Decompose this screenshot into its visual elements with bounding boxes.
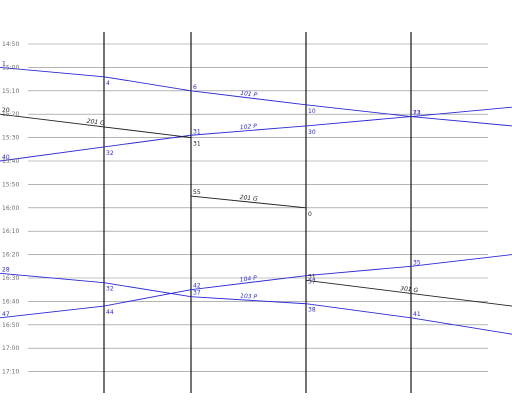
- minute-label: 30: [308, 129, 316, 136]
- minute-label: 6: [193, 84, 197, 91]
- minute-label: 55: [193, 189, 201, 196]
- minute-label: 38: [308, 307, 316, 314]
- minute-label: 41: [413, 311, 421, 318]
- minute-label: 37: [193, 290, 201, 297]
- minute-label: 1: [2, 60, 6, 67]
- time-label: 15:10: [2, 88, 19, 95]
- time-label: 16:40: [2, 298, 19, 305]
- time-label: 17:10: [2, 369, 19, 376]
- train-103P: 103 P283237384145495154: [0, 266, 512, 335]
- train-number-label: 301 G: [400, 285, 419, 294]
- minute-label: 4: [106, 80, 110, 87]
- minute-label: 32: [106, 286, 114, 293]
- time-label: 16:10: [2, 228, 19, 235]
- minute-label: 12: [413, 110, 421, 117]
- time-label: 15:40: [2, 158, 19, 165]
- train-101P: 101 P14610121617212225: [0, 60, 512, 127]
- minute-label: 44: [106, 309, 114, 316]
- minute-label: 20: [2, 107, 10, 114]
- minute-label: 35: [413, 259, 421, 266]
- train-paths: 101 P14610121617212225102 P4032313023242…: [0, 60, 512, 335]
- minute-label: 23: [413, 110, 421, 117]
- minute-label: 37: [308, 279, 316, 286]
- train-path: [0, 254, 512, 319]
- train-number-label: 101 P: [240, 90, 258, 99]
- train-201G-2: 201 G 55 0: [190, 189, 312, 218]
- time-label: 16:50: [2, 322, 19, 329]
- minute-label: 10: [308, 108, 316, 115]
- minute-label: 31: [193, 128, 201, 135]
- minute-label: 42: [193, 283, 201, 290]
- time-grid: [28, 43, 488, 372]
- train-path: [190, 195, 307, 209]
- time-label: 15:20: [2, 111, 19, 118]
- train-201G: 201 G 20 31: [0, 107, 201, 148]
- time-label: 14:50: [2, 41, 19, 48]
- minute-label: 32: [106, 150, 114, 157]
- time-label: 17:00: [2, 345, 19, 352]
- train-path: [0, 113, 192, 139]
- train-number-label: 102 P: [240, 123, 258, 131]
- time-label: 16:20: [2, 252, 19, 259]
- train-path: [0, 66, 512, 127]
- time-label: 16:00: [2, 205, 19, 212]
- minute-label: 31: [193, 141, 201, 148]
- time-label: 16:30: [2, 275, 19, 282]
- minute-label: 0: [308, 211, 312, 218]
- train-number-label: 201 G: [239, 194, 258, 203]
- minute-label: 40: [2, 154, 10, 161]
- minute-label: 47: [2, 311, 10, 318]
- train-path: [0, 106, 512, 162]
- train-number-label: 104 P: [239, 275, 257, 284]
- train-102P: 102 P4032313023242017: [0, 106, 512, 162]
- station-lines: [103, 32, 412, 393]
- train-104P: 104 P47444237353129252220: [0, 254, 512, 319]
- time-label: 15:30: [2, 135, 19, 142]
- train-path: [0, 272, 512, 335]
- time-label: 15:50: [2, 181, 19, 188]
- time-label: 15:00: [2, 64, 19, 71]
- train-301G: 301 G313342: [305, 273, 512, 307]
- train-path: [305, 279, 512, 307]
- time-labels: 14:50 15:00 15:10 15:20 15:30 15:40 15:50 16:00…: [2, 41, 19, 376]
- train-number-label: 201 G: [86, 118, 105, 127]
- minute-label: 28: [2, 266, 10, 273]
- minute-label: 31: [308, 273, 316, 280]
- train-number-label: 103 P: [240, 293, 258, 301]
